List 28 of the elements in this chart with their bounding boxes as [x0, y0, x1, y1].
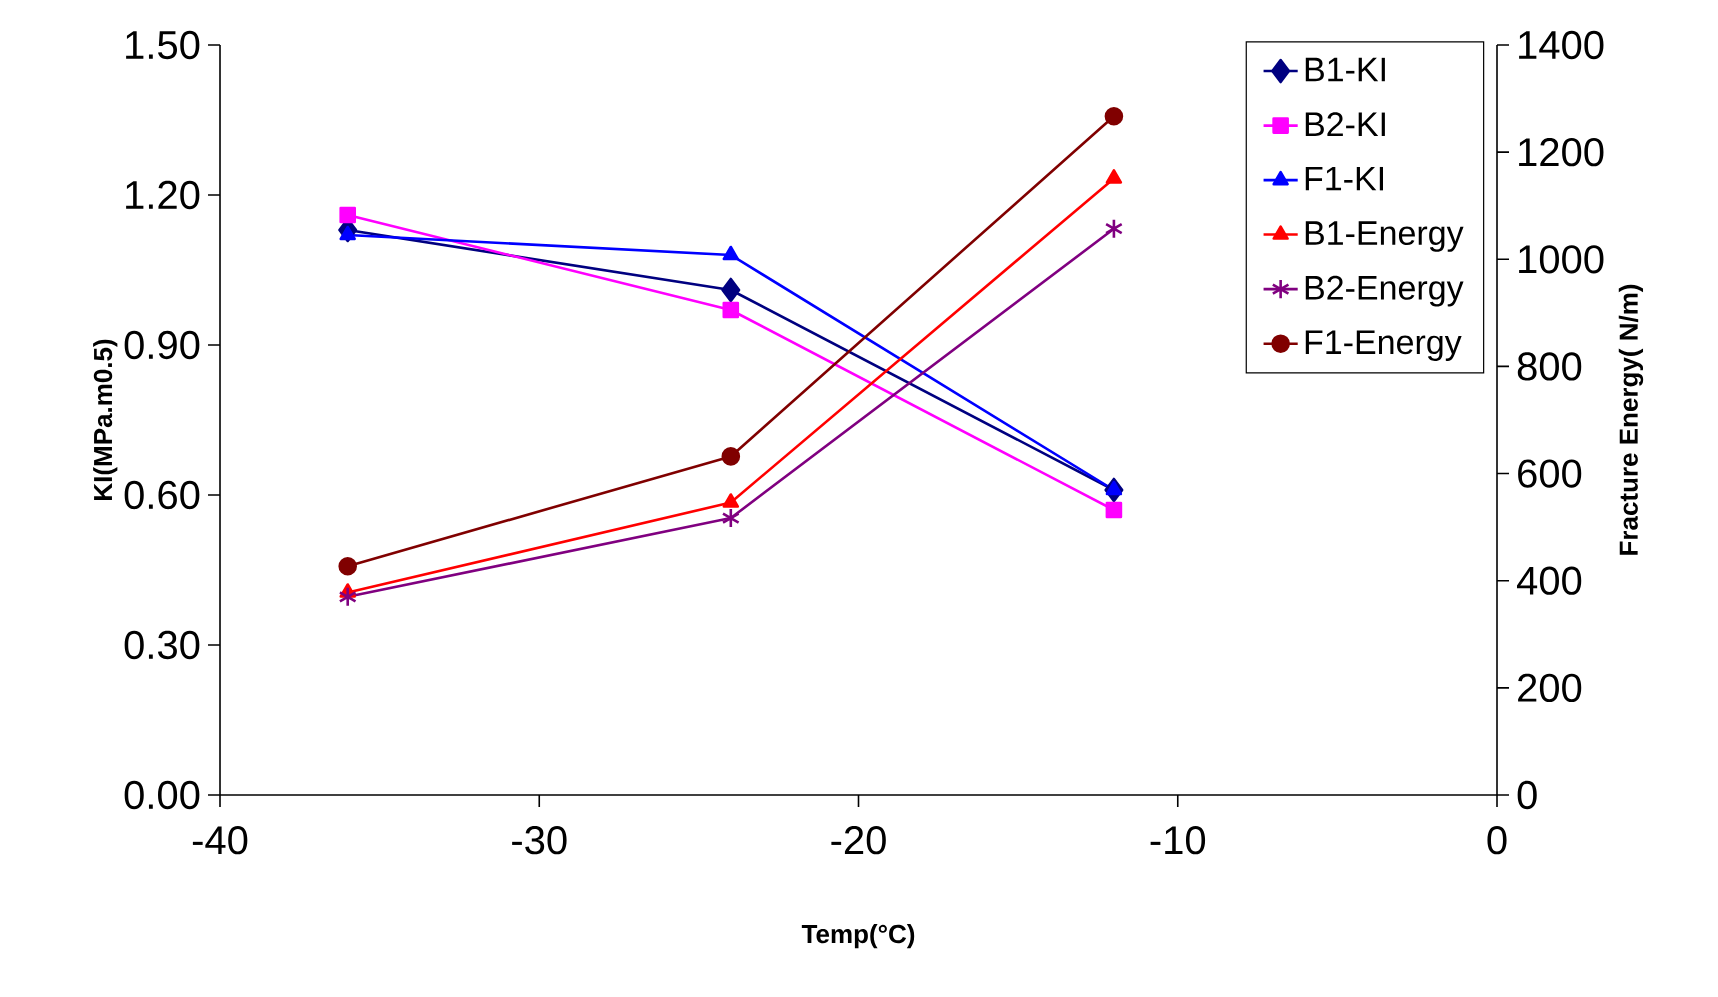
- x-tick-label: -20: [831, 826, 886, 855]
- y2-tick-label: 0: [1517, 780, 1537, 810]
- y2-tick-label: 200: [1518, 673, 1582, 702]
- legend-label: B2-Energy: [1305, 275, 1464, 307]
- y-tick-label: 1.20: [126, 180, 200, 210]
- legend-label: F1-KI: [1305, 166, 1383, 191]
- legend-label: B1-Energy: [1305, 221, 1464, 252]
- y-tick-label: 0.90: [124, 330, 200, 360]
- y-tick-label: 0.30: [124, 630, 200, 660]
- x-axis-title: Temp(°C): [801, 924, 915, 949]
- y2-tick-label: 1200: [1519, 137, 1604, 167]
- y-tick-label: 0.00: [124, 780, 200, 810]
- y2-tick-label: 1400: [1519, 30, 1604, 60]
- y2-tick-label: 800: [1517, 352, 1582, 381]
- legend-label: B1-KI: [1305, 57, 1385, 82]
- x-tick-label: -30: [512, 826, 567, 855]
- legend-label: B2-KI: [1305, 112, 1385, 136]
- y-tick-label: 0.60: [124, 480, 200, 510]
- legend-label: F1-Energy: [1305, 330, 1462, 361]
- y2-tick-label: 400: [1516, 566, 1582, 595]
- y2-axis-title: Fracture Energy( N/m): [1618, 284, 1644, 555]
- y-tick-label: 1.50: [126, 30, 200, 60]
- y2-tick-label: 1000: [1519, 245, 1604, 274]
- y2-tick-label: 600: [1518, 459, 1582, 488]
- x-tick-label: -40: [192, 826, 248, 855]
- y-axis-title: KI(MPa.m0.5): [93, 339, 118, 500]
- x-tick-label: 0: [1487, 826, 1507, 855]
- x-tick-label: -10: [1150, 826, 1206, 855]
